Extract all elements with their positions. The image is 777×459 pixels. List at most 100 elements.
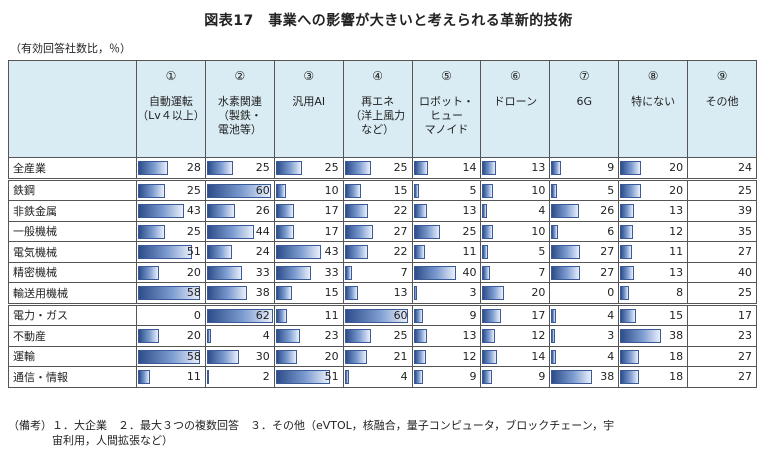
value-label: 27 <box>600 265 615 279</box>
bar <box>620 224 633 239</box>
value-label: 7 <box>538 265 546 279</box>
value-cell: 13 <box>618 200 689 222</box>
bar <box>620 265 635 280</box>
value-label: 58 <box>186 286 201 299</box>
bar <box>138 245 193 259</box>
value-label: 4 <box>538 204 546 217</box>
value-cell: 17 <box>687 302 758 326</box>
bar <box>206 265 242 280</box>
column-number: ⑤ <box>441 69 452 83</box>
value-cell: 3 <box>411 282 482 305</box>
value-cell: 0 <box>136 302 206 326</box>
value-cell: 20 <box>480 282 551 305</box>
value-label: 0 <box>193 308 201 322</box>
value-label: 11 <box>462 245 477 258</box>
bar <box>413 308 424 323</box>
bar <box>344 308 409 323</box>
column-label: 自動運転 （Lv４以上） <box>137 95 205 122</box>
value-label: 18 <box>669 349 684 363</box>
value-cell: 10 <box>480 177 551 201</box>
column-label: 再エネ （洋上風力 など） <box>350 95 406 136</box>
value-label: 12 <box>669 224 684 238</box>
value-label: 15 <box>393 183 408 197</box>
value-cell: 25 <box>136 220 206 242</box>
column-number: ⑦ <box>578 69 590 83</box>
value-label: 62 <box>255 308 270 322</box>
value-label: 38 <box>600 370 615 383</box>
column-header: ③ 汎用AI <box>273 60 344 158</box>
value-label: 17 <box>738 308 753 322</box>
bar <box>206 161 234 175</box>
value-cell: 2 <box>204 366 275 388</box>
value-cell: 11 <box>411 241 482 263</box>
value-cell: 18 <box>618 366 689 388</box>
value-label: 35 <box>738 224 753 238</box>
value-cell: 5 <box>411 177 482 201</box>
bar <box>413 161 429 175</box>
value-cell: 43 <box>136 200 206 222</box>
value-label: 9 <box>538 370 546 383</box>
bar <box>138 349 200 364</box>
value-label: 13 <box>669 204 684 217</box>
value-cell: 38 <box>549 366 620 388</box>
value-label: 5 <box>469 183 477 197</box>
value-label: 27 <box>393 224 408 238</box>
value-label: 11 <box>669 245 684 258</box>
bar <box>551 224 558 239</box>
table-row: 一般機械 25 44 17 27 25 10 6 12 35 <box>8 220 758 242</box>
value-cell: 44 <box>204 220 275 242</box>
bar <box>206 308 273 323</box>
value-label: 26 <box>255 204 270 217</box>
bar <box>344 224 374 239</box>
table-row: 全産業 28 25 25 25 14 13 9 20 24 <box>8 157 758 180</box>
value-label: 43 <box>324 245 339 258</box>
value-cell: 7 <box>480 261 551 283</box>
value-cell: 11 <box>618 241 689 263</box>
value-cell: 43 <box>273 241 344 263</box>
bar <box>482 349 498 364</box>
value-cell: 15 <box>273 282 344 305</box>
column-number: ① <box>165 69 177 83</box>
value-label: 39 <box>738 204 753 217</box>
value-label: 0 <box>607 286 615 299</box>
bar <box>344 329 372 343</box>
value-label: 18 <box>669 370 684 383</box>
bar <box>138 286 200 300</box>
bar <box>344 161 372 175</box>
value-cell: 3 <box>549 325 620 347</box>
value-cell: 33 <box>273 261 344 283</box>
bar <box>344 204 369 218</box>
value-cell: 13 <box>480 157 551 180</box>
bar <box>482 308 501 323</box>
value-label: 51 <box>324 370 339 383</box>
value-cell: 35 <box>687 220 758 242</box>
value-label: 24 <box>738 161 753 174</box>
table-row: 鉄鋼 25 60 10 15 5 10 5 20 25 <box>8 177 758 201</box>
value-cell: 25 <box>687 282 758 305</box>
value-label: 25 <box>738 183 753 197</box>
table-row: 通信・情報 11 2 51 4 9 9 38 18 27 <box>8 366 758 388</box>
value-label: 13 <box>531 161 546 174</box>
column-label: 汎用AI <box>292 95 326 108</box>
value-cell: 20 <box>618 157 689 180</box>
value-label: 27 <box>738 370 753 383</box>
bar <box>275 204 294 218</box>
value-cell: 27 <box>342 220 413 242</box>
value-cell: 13 <box>411 325 482 347</box>
value-label: 12 <box>462 349 477 363</box>
value-label: 13 <box>393 286 408 299</box>
bar <box>138 204 184 218</box>
bar <box>620 308 637 323</box>
bar <box>413 349 427 364</box>
value-label: 20 <box>324 349 339 363</box>
value-label: 25 <box>324 161 339 174</box>
value-cell: 26 <box>204 200 275 222</box>
value-label: 20 <box>186 329 201 342</box>
value-cell: 39 <box>687 200 758 222</box>
table-body: 全産業 28 25 25 25 14 13 9 20 24 鉄鋼 25 60 10 15 5 10 5 20 25 非鉄… <box>8 157 758 388</box>
bar <box>344 265 353 280</box>
value-label: 24 <box>255 245 270 258</box>
column-label: 6G <box>576 95 593 108</box>
bar <box>206 224 254 239</box>
value-cell: 12 <box>411 345 482 367</box>
